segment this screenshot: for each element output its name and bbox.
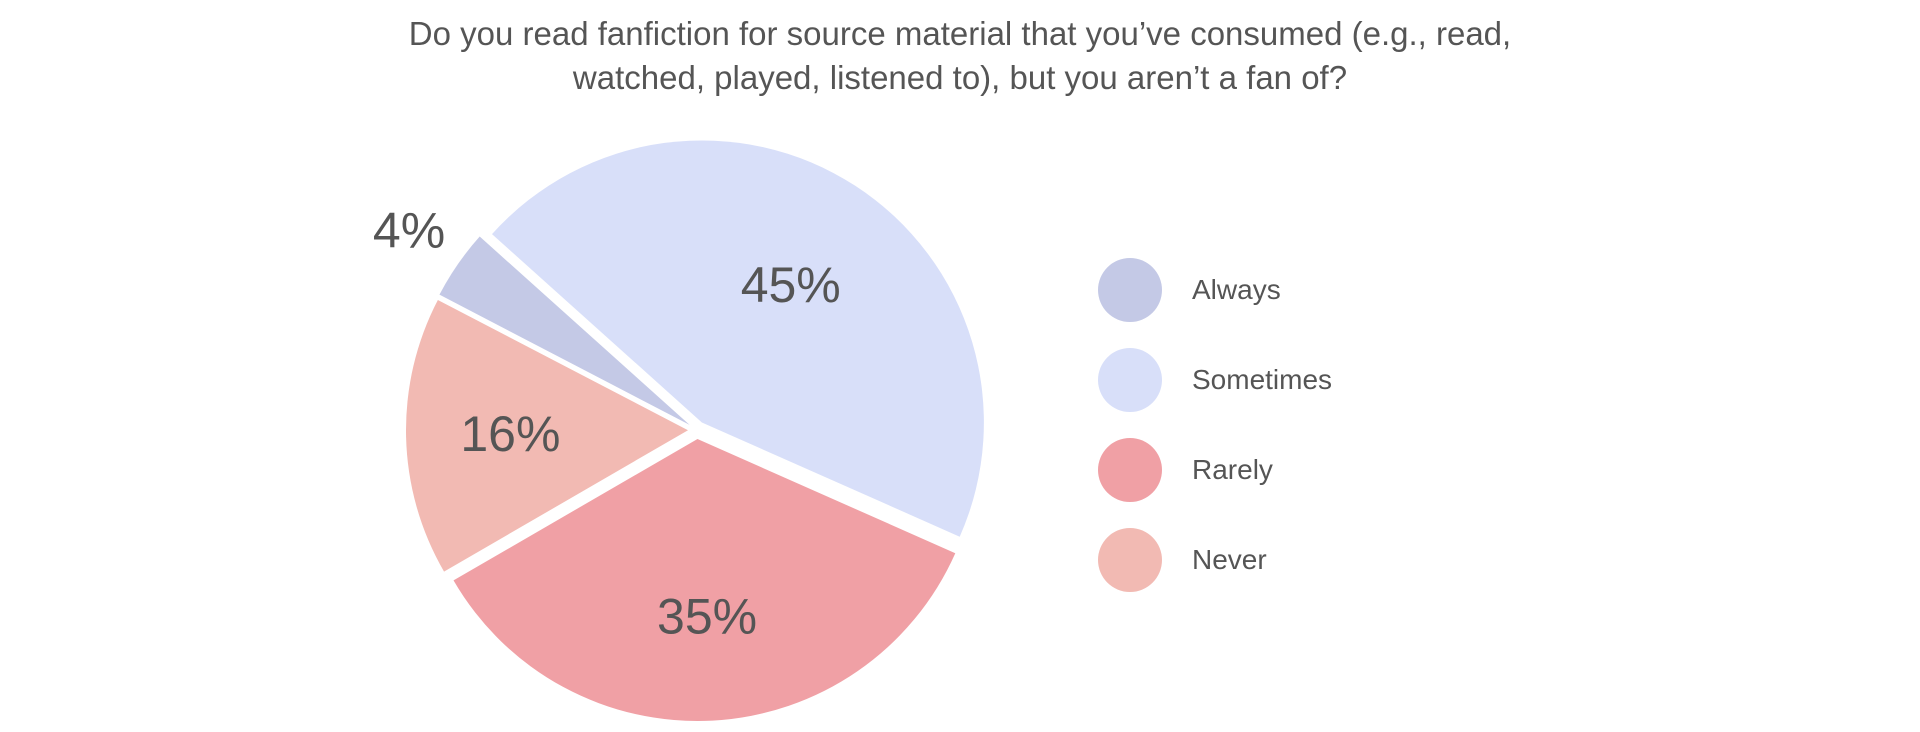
legend-swatch-always — [1098, 258, 1162, 322]
pie-slice-always — [439, 236, 690, 425]
legend-label-always: Always — [1192, 274, 1281, 305]
legend-item-never: Never — [1098, 528, 1332, 592]
pie-label-never: 16% — [460, 406, 560, 462]
chart-title: Do you read fanfiction for source materi… — [360, 12, 1560, 100]
legend: Always Sometimes Rarely Never — [1098, 258, 1332, 618]
pie-label-sometimes: 45% — [741, 257, 841, 313]
legend-label-rarely: Rarely — [1192, 454, 1273, 485]
legend-item-always: Always — [1098, 258, 1332, 322]
pie-slice-never — [406, 299, 689, 572]
legend-label-never: Never — [1192, 544, 1267, 575]
pie-slice-rarely — [453, 438, 956, 721]
legend-swatch-rarely — [1098, 438, 1162, 502]
legend-item-rarely: Rarely — [1098, 438, 1332, 502]
legend-swatch-sometimes — [1098, 348, 1162, 412]
legend-swatch-never — [1098, 528, 1162, 592]
pie-label-rarely: 35% — [657, 588, 757, 644]
legend-item-sometimes: Sometimes — [1098, 348, 1332, 412]
chart-title-line-2: watched, played, listened to), but you a… — [572, 59, 1348, 96]
pie-label-always: 4% — [373, 203, 445, 259]
chart-title-line-1: Do you read fanfiction for source materi… — [408, 15, 1512, 52]
legend-label-sometimes: Sometimes — [1192, 364, 1333, 395]
pie-slice-sometimes — [491, 140, 984, 537]
